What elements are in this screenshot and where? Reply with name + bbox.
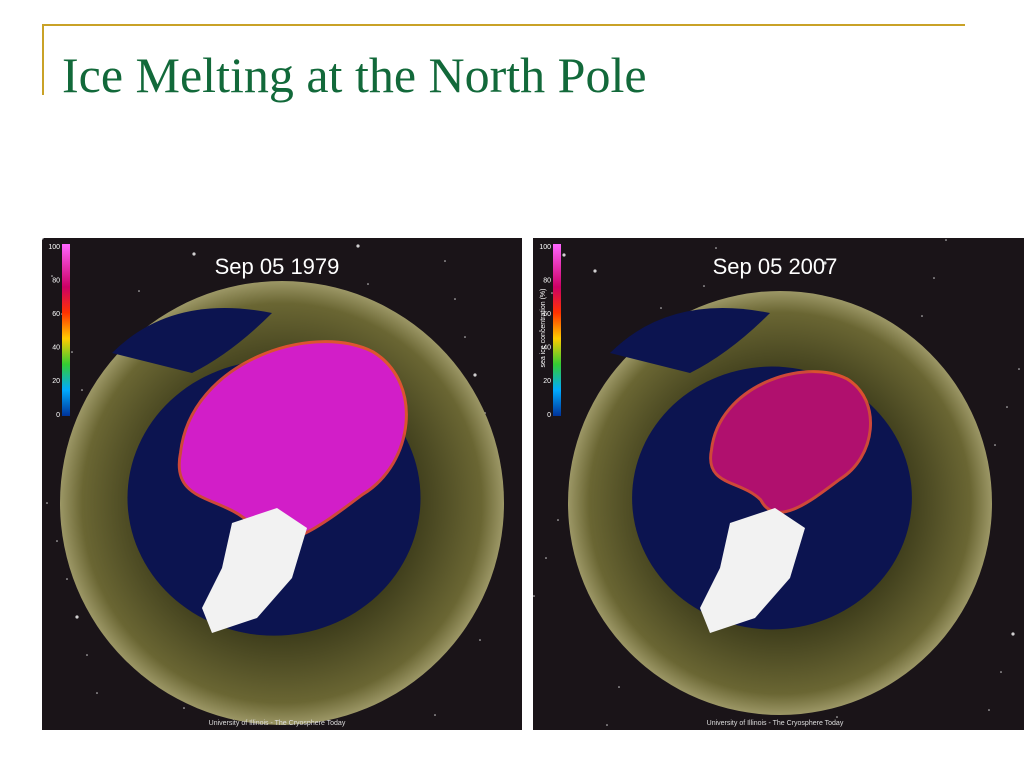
colorbar-tick: 60 [52,311,60,318]
colorbar [553,244,561,416]
colorbar-tick: 0 [547,412,551,419]
star [1000,671,1002,673]
star [473,373,477,377]
image-credit: University of Illinois - The Cryosphere … [707,720,844,727]
star [545,557,547,559]
arctic-image: 100 80 60 40 20 0 sea ice concentration (%) Sep… [533,238,1024,730]
star [75,615,79,619]
star [444,260,446,262]
colorbar-tick: 0 [56,412,60,419]
star [823,261,827,265]
image-date: Sep 05 1979 [215,254,340,279]
colorbar-tick: 40 [52,345,60,352]
star [56,540,58,542]
colorbar-tick: 100 [539,244,551,251]
colorbar [62,244,70,416]
star [1011,632,1015,636]
sea-ice [180,343,405,540]
star [593,269,597,273]
arctic-image: 100 80 60 40 20 0 Sep 05 1979 University of Ill… [40,236,522,730]
star [356,244,360,248]
greenland [700,508,805,633]
star [921,315,923,317]
star [618,686,620,688]
star [539,330,541,332]
greenland [202,508,307,633]
star [71,351,73,353]
star [183,707,185,709]
star [994,444,996,446]
colorbar-tick: 60 [543,311,551,318]
colorbar-tick: 80 [543,277,551,284]
star [192,252,196,256]
star [138,290,140,292]
star [703,285,705,287]
star [715,247,717,249]
star [66,578,68,580]
star [280,268,282,270]
star [434,714,436,716]
ocean-north [610,308,770,373]
ocean-north [112,308,272,373]
image-credit: University of Illinois - The Cryosphere … [209,720,346,727]
colorbar-tick: 100 [48,244,60,251]
star [1006,406,1008,408]
star [464,336,466,338]
star [660,307,662,309]
sea-ice [712,373,870,511]
colorbar-label: sea ice concentration (%) [540,289,547,368]
colorbar-tick: 40 [543,345,551,352]
star [606,724,608,726]
star [533,595,535,597]
star [836,716,838,718]
star [945,239,947,241]
slide-title: Ice Melting at the North Pole [62,47,647,103]
star [96,692,98,694]
image-date: Sep 05 2007 [713,254,838,279]
colorbar-tick: 20 [543,378,551,385]
star [988,709,990,711]
colorbar-tick: 20 [52,378,60,385]
star [367,283,369,285]
star [551,292,553,294]
star [479,639,481,641]
colorbar-tick: 80 [52,277,60,284]
star [557,519,559,521]
star [40,236,44,240]
star [562,253,566,257]
star [933,277,935,279]
star [86,654,88,656]
star [46,502,48,504]
star [454,298,456,300]
star [81,389,83,391]
star [1018,368,1020,370]
star [51,275,53,277]
